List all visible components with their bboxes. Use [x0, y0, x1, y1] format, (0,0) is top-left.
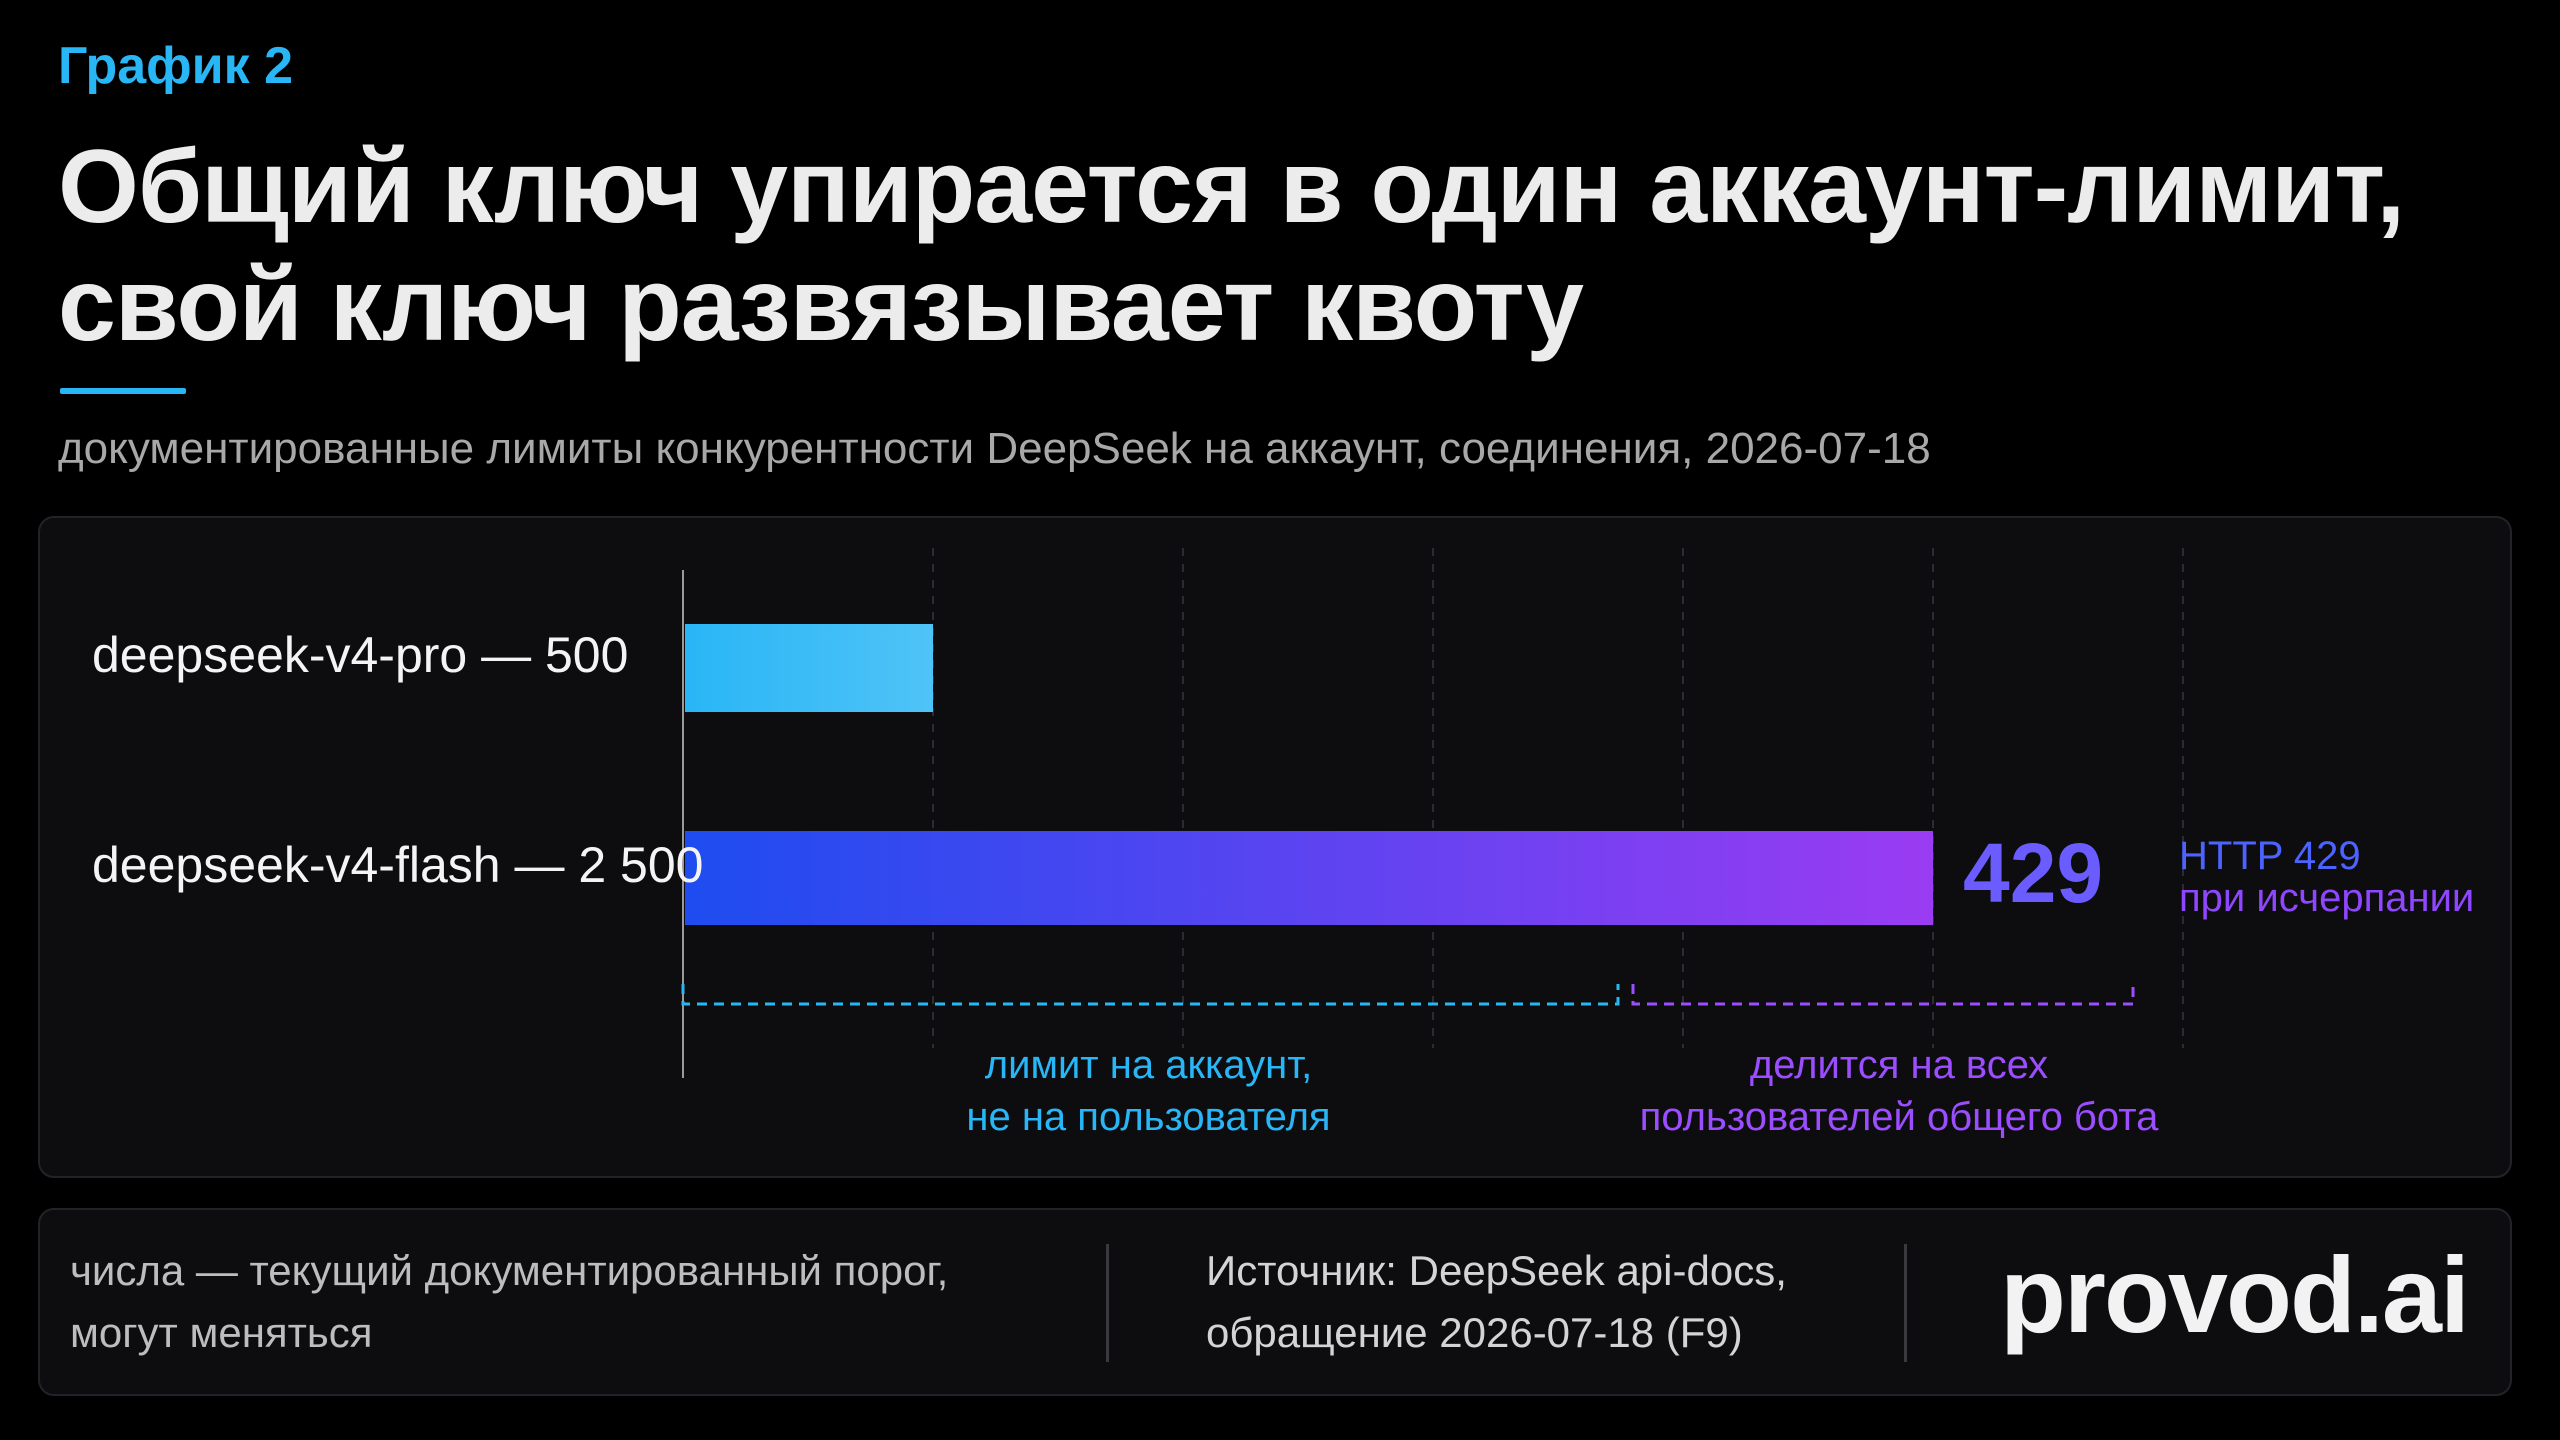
footer-divider — [1106, 1244, 1109, 1362]
bracket-shared-users — [1631, 984, 2135, 1006]
chart-title-line-1: Общий ключ упирается в один аккаунт-лими… — [58, 129, 2405, 245]
category-label: deepseek-v4-pro — 500 — [92, 627, 628, 683]
accent-rule — [60, 388, 186, 394]
http-429-code: 429 — [1963, 826, 2103, 920]
bracket-left-label-1: лимит на аккаунт, — [985, 1043, 1312, 1087]
footer-source: Источник: DeepSeek api-docs, обращение 2… — [1206, 1240, 1787, 1364]
footer-note-line-2: могут меняться — [70, 1309, 373, 1356]
bracket-right-label-2: пользователей общего бота — [1640, 1095, 2159, 1139]
bracket-account-limit — [681, 984, 1620, 1006]
footer-panel — [38, 1208, 2512, 1396]
footer-note-line-1: числа — текущий документированный порог, — [70, 1247, 949, 1294]
bar-chart: deepseek-v4-pro — 500 deepseek-v4-flash —… — [92, 548, 2474, 1139]
http-429-note-line-2: при исчерпании — [2179, 876, 2474, 920]
footer-source-line-1: Источник: DeepSeek api-docs, — [1206, 1247, 1787, 1294]
bracket-right-label-1: делится на всех — [1750, 1043, 2048, 1087]
category-label: deepseek-v4-flash — 2 500 — [92, 837, 703, 893]
footer-note: числа — текущий документированный порог,… — [70, 1240, 948, 1364]
footer-divider — [1904, 1244, 1907, 1362]
chart-title-line-2: свой ключ развязывает квоту — [58, 247, 1584, 363]
http-429-note-line-1: HTTP 429 — [2179, 834, 2361, 878]
chart-title: Общий ключ упирается в один аккаунт-лими… — [58, 128, 2528, 364]
chart-panel: deepseek-v4-pro — 500 deepseek-v4-flash —… — [38, 516, 2512, 1178]
bracket-left-label-2: не на пользователя — [966, 1095, 1330, 1139]
footer-source-line-2: обращение 2026-07-18 (F9) — [1206, 1309, 1743, 1356]
bar-flash — [685, 831, 1933, 925]
brand-logo: provod.ai — [1999, 1234, 2470, 1355]
bar-pro — [685, 624, 933, 712]
chart-subtitle: документированные лимиты конкурентности … — [58, 424, 1931, 473]
chart-eyebrow: График 2 — [58, 37, 294, 95]
